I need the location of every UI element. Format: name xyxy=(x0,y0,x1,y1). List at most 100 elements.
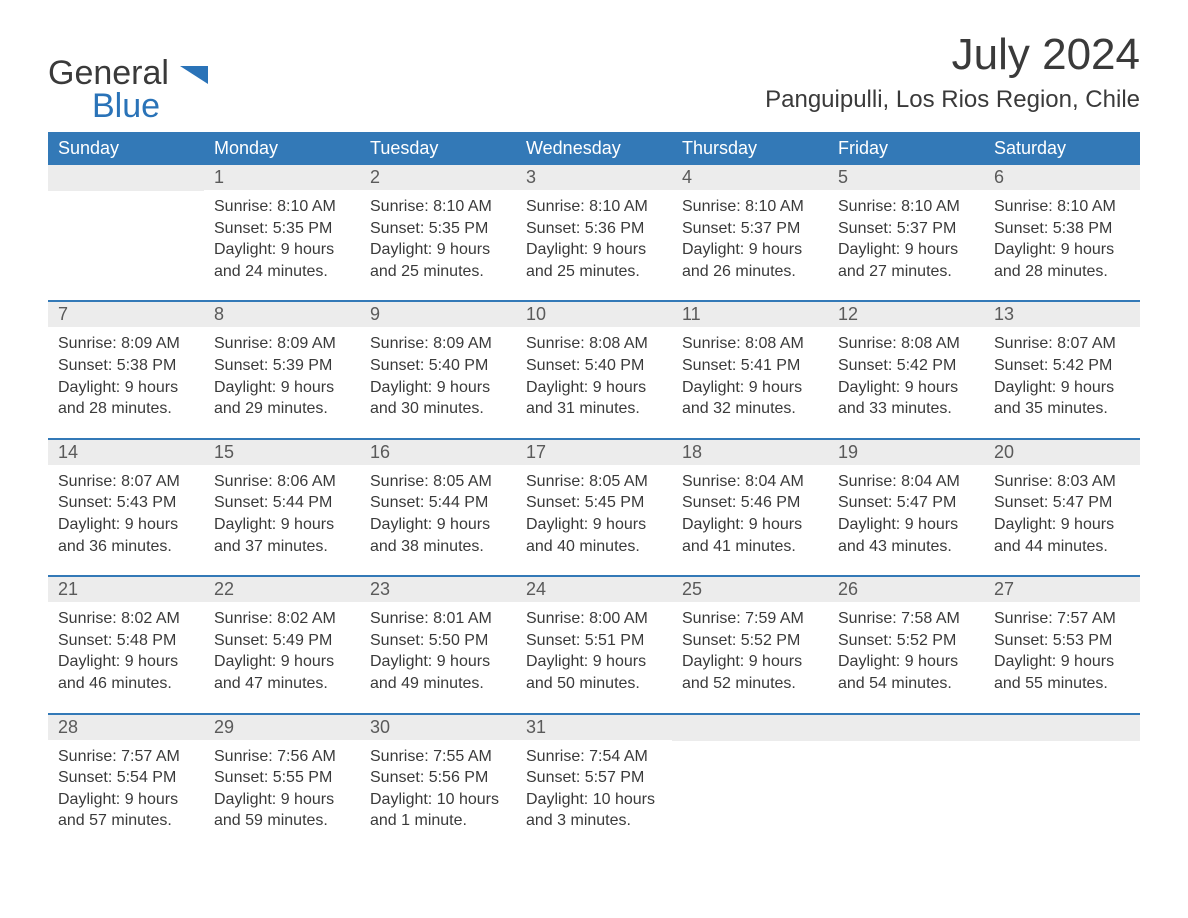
day-body: Sunrise: 8:10 AMSunset: 5:38 PMDaylight:… xyxy=(984,190,1140,292)
day-body: Sunrise: 7:57 AMSunset: 5:53 PMDaylight:… xyxy=(984,602,1140,704)
day-cell: 7Sunrise: 8:09 AMSunset: 5:38 PMDaylight… xyxy=(48,302,204,429)
daylight-line2: and 50 minutes. xyxy=(526,673,662,695)
daylight-line1: Daylight: 9 hours xyxy=(526,514,662,536)
day-cell: 23Sunrise: 8:01 AMSunset: 5:50 PMDayligh… xyxy=(360,577,516,704)
sunset: Sunset: 5:38 PM xyxy=(58,355,194,377)
day-number: 18 xyxy=(672,440,828,465)
sunset: Sunset: 5:49 PM xyxy=(214,630,350,652)
daylight-line1: Daylight: 9 hours xyxy=(214,789,350,811)
day-number: 25 xyxy=(672,577,828,602)
sunset: Sunset: 5:50 PM xyxy=(370,630,506,652)
day-cell: 8Sunrise: 8:09 AMSunset: 5:39 PMDaylight… xyxy=(204,302,360,429)
day-cell: 14Sunrise: 8:07 AMSunset: 5:43 PMDayligh… xyxy=(48,440,204,567)
sunset: Sunset: 5:45 PM xyxy=(526,492,662,514)
daylight-line2: and 36 minutes. xyxy=(58,536,194,558)
daylight-line1: Daylight: 9 hours xyxy=(370,514,506,536)
dow-friday: Friday xyxy=(828,132,984,165)
sunset: Sunset: 5:40 PM xyxy=(370,355,506,377)
sunrise: Sunrise: 8:09 AM xyxy=(370,333,506,355)
sunrise: Sunrise: 7:58 AM xyxy=(838,608,974,630)
day-body: Sunrise: 8:10 AMSunset: 5:35 PMDaylight:… xyxy=(204,190,360,292)
day-number xyxy=(984,715,1140,741)
day-number: 19 xyxy=(828,440,984,465)
day-number: 3 xyxy=(516,165,672,190)
day-body: Sunrise: 8:10 AMSunset: 5:35 PMDaylight:… xyxy=(360,190,516,292)
dow-tuesday: Tuesday xyxy=(360,132,516,165)
sunset: Sunset: 5:54 PM xyxy=(58,767,194,789)
sunrise: Sunrise: 8:08 AM xyxy=(682,333,818,355)
daylight-line2: and 30 minutes. xyxy=(370,398,506,420)
daylight-line1: Daylight: 9 hours xyxy=(58,651,194,673)
daylight-line2: and 26 minutes. xyxy=(682,261,818,283)
daylight-line1: Daylight: 9 hours xyxy=(370,377,506,399)
sunset: Sunset: 5:44 PM xyxy=(370,492,506,514)
day-number xyxy=(672,715,828,741)
sunrise: Sunrise: 8:09 AM xyxy=(214,333,350,355)
sunrise: Sunrise: 8:10 AM xyxy=(370,196,506,218)
day-number: 9 xyxy=(360,302,516,327)
dow-thursday: Thursday xyxy=(672,132,828,165)
day-cell xyxy=(828,715,984,842)
day-number: 5 xyxy=(828,165,984,190)
daylight-line2: and 55 minutes. xyxy=(994,673,1130,695)
day-cell: 12Sunrise: 8:08 AMSunset: 5:42 PMDayligh… xyxy=(828,302,984,429)
day-cell: 5Sunrise: 8:10 AMSunset: 5:37 PMDaylight… xyxy=(828,165,984,292)
day-number: 6 xyxy=(984,165,1140,190)
sunrise: Sunrise: 8:10 AM xyxy=(838,196,974,218)
daylight-line2: and 28 minutes. xyxy=(58,398,194,420)
sunrise: Sunrise: 7:55 AM xyxy=(370,746,506,768)
day-number: 26 xyxy=(828,577,984,602)
daylight-line2: and 25 minutes. xyxy=(526,261,662,283)
sunrise: Sunrise: 8:04 AM xyxy=(682,471,818,493)
day-of-week-header: SundayMondayTuesdayWednesdayThursdayFrid… xyxy=(48,132,1140,165)
daylight-line2: and 41 minutes. xyxy=(682,536,818,558)
page-header: General Blue July 2024 Panguipulli, Los … xyxy=(48,30,1140,126)
daylight-line1: Daylight: 9 hours xyxy=(994,239,1130,261)
day-body: Sunrise: 7:57 AMSunset: 5:54 PMDaylight:… xyxy=(48,740,204,842)
day-cell: 15Sunrise: 8:06 AMSunset: 5:44 PMDayligh… xyxy=(204,440,360,567)
title-block: July 2024 Panguipulli, Los Rios Region, … xyxy=(765,30,1140,122)
day-cell: 24Sunrise: 8:00 AMSunset: 5:51 PMDayligh… xyxy=(516,577,672,704)
day-body: Sunrise: 8:05 AMSunset: 5:45 PMDaylight:… xyxy=(516,465,672,567)
sunset: Sunset: 5:52 PM xyxy=(682,630,818,652)
daylight-line2: and 31 minutes. xyxy=(526,398,662,420)
daylight-line2: and 43 minutes. xyxy=(838,536,974,558)
day-body: Sunrise: 8:10 AMSunset: 5:36 PMDaylight:… xyxy=(516,190,672,292)
day-cell xyxy=(984,715,1140,842)
daylight-line2: and 47 minutes. xyxy=(214,673,350,695)
day-cell: 3Sunrise: 8:10 AMSunset: 5:36 PMDaylight… xyxy=(516,165,672,292)
calendar: SundayMondayTuesdayWednesdayThursdayFrid… xyxy=(48,132,1140,842)
day-cell: 4Sunrise: 8:10 AMSunset: 5:37 PMDaylight… xyxy=(672,165,828,292)
day-body: Sunrise: 8:06 AMSunset: 5:44 PMDaylight:… xyxy=(204,465,360,567)
daylight-line2: and 1 minute. xyxy=(370,810,506,832)
day-number: 23 xyxy=(360,577,516,602)
day-number xyxy=(828,715,984,741)
daylight-line1: Daylight: 9 hours xyxy=(58,514,194,536)
sunset: Sunset: 5:39 PM xyxy=(214,355,350,377)
daylight-line2: and 27 minutes. xyxy=(838,261,974,283)
sunset: Sunset: 5:55 PM xyxy=(214,767,350,789)
sunrise: Sunrise: 8:02 AM xyxy=(58,608,194,630)
week-row: 28Sunrise: 7:57 AMSunset: 5:54 PMDayligh… xyxy=(48,713,1140,842)
day-body: Sunrise: 8:09 AMSunset: 5:38 PMDaylight:… xyxy=(48,327,204,429)
day-number: 7 xyxy=(48,302,204,327)
dow-wednesday: Wednesday xyxy=(516,132,672,165)
week-row: 21Sunrise: 8:02 AMSunset: 5:48 PMDayligh… xyxy=(48,575,1140,704)
day-number: 10 xyxy=(516,302,672,327)
sunset: Sunset: 5:36 PM xyxy=(526,218,662,240)
day-cell xyxy=(672,715,828,842)
daylight-line2: and 3 minutes. xyxy=(526,810,662,832)
sunset: Sunset: 5:53 PM xyxy=(994,630,1130,652)
day-number: 14 xyxy=(48,440,204,465)
sunrise: Sunrise: 8:10 AM xyxy=(994,196,1130,218)
sunset: Sunset: 5:46 PM xyxy=(682,492,818,514)
daylight-line1: Daylight: 9 hours xyxy=(214,377,350,399)
day-number: 4 xyxy=(672,165,828,190)
daylight-line1: Daylight: 9 hours xyxy=(682,651,818,673)
day-number: 29 xyxy=(204,715,360,740)
day-cell: 2Sunrise: 8:10 AMSunset: 5:35 PMDaylight… xyxy=(360,165,516,292)
sunrise: Sunrise: 8:10 AM xyxy=(682,196,818,218)
sunset: Sunset: 5:42 PM xyxy=(994,355,1130,377)
day-cell: 27Sunrise: 7:57 AMSunset: 5:53 PMDayligh… xyxy=(984,577,1140,704)
day-cell: 11Sunrise: 8:08 AMSunset: 5:41 PMDayligh… xyxy=(672,302,828,429)
